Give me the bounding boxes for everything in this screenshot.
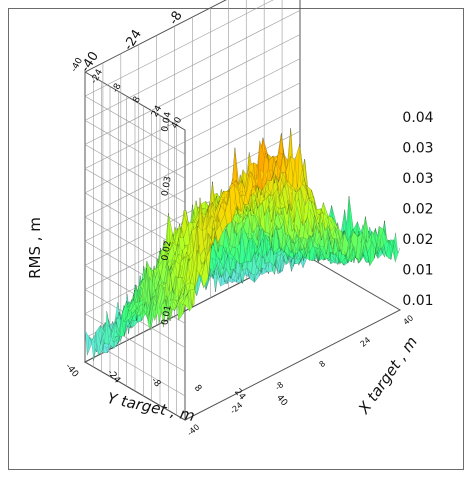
x-tick-label-bottom: 24 (359, 335, 373, 348)
z-tick-label-right: 0.03 (402, 171, 433, 187)
y-tick-label-bottom: -24 (105, 368, 122, 386)
x-tick-label-top: 8 (210, 0, 227, 4)
z-tick-label-left: 0.02 (160, 240, 173, 261)
z-tick-label-left: 0.01 (160, 304, 173, 325)
z-tick-label-right: 0.01 (402, 263, 433, 279)
z-tick-label-right: 0.01 (402, 293, 433, 309)
x-tick-label-bottom: 40 (402, 313, 416, 326)
x-tick-label-bottom: 8 (318, 359, 328, 369)
y-tick-label-bottom: 8 (192, 383, 204, 394)
x-tick-label-bottom: -24 (228, 400, 244, 415)
surface-plot (84, 128, 401, 361)
y-tick-label-bottom: -40 (63, 362, 80, 380)
grid-line (84, 10, 301, 121)
y-tick-label-bottom: 40 (274, 393, 289, 408)
x-tick-label-bottom: -40 (185, 422, 201, 437)
y-tick-label-top: -8 (111, 82, 124, 95)
z-axis-title: RMS , m (26, 217, 44, 279)
y-tick-label-top: 40 (170, 115, 184, 130)
z-tick-label-right: 0.02 (402, 202, 433, 218)
z-tick-label-right: 0.02 (402, 232, 433, 248)
x-tick-label-top: -8 (166, 9, 186, 28)
z-tick-label-left: 0.04 (160, 111, 173, 133)
x-tick-label-top: -24 (121, 27, 145, 53)
grid-line (84, 95, 186, 155)
surface-cell (393, 239, 401, 263)
y-tick-label-bottom: -8 (149, 376, 163, 390)
y-tick-label-top: 24 (150, 104, 164, 119)
y-tick-label-top: 8 (131, 95, 143, 105)
grid-line (84, 0, 274, 97)
z-tick-label-right: 0.04 (402, 110, 433, 126)
z-tick-label-right: 0.03 (402, 141, 433, 157)
z-tick-label-left: 0.03 (160, 176, 173, 197)
grid-line (84, 120, 186, 179)
x-tick-label-bottom: -8 (273, 380, 285, 392)
